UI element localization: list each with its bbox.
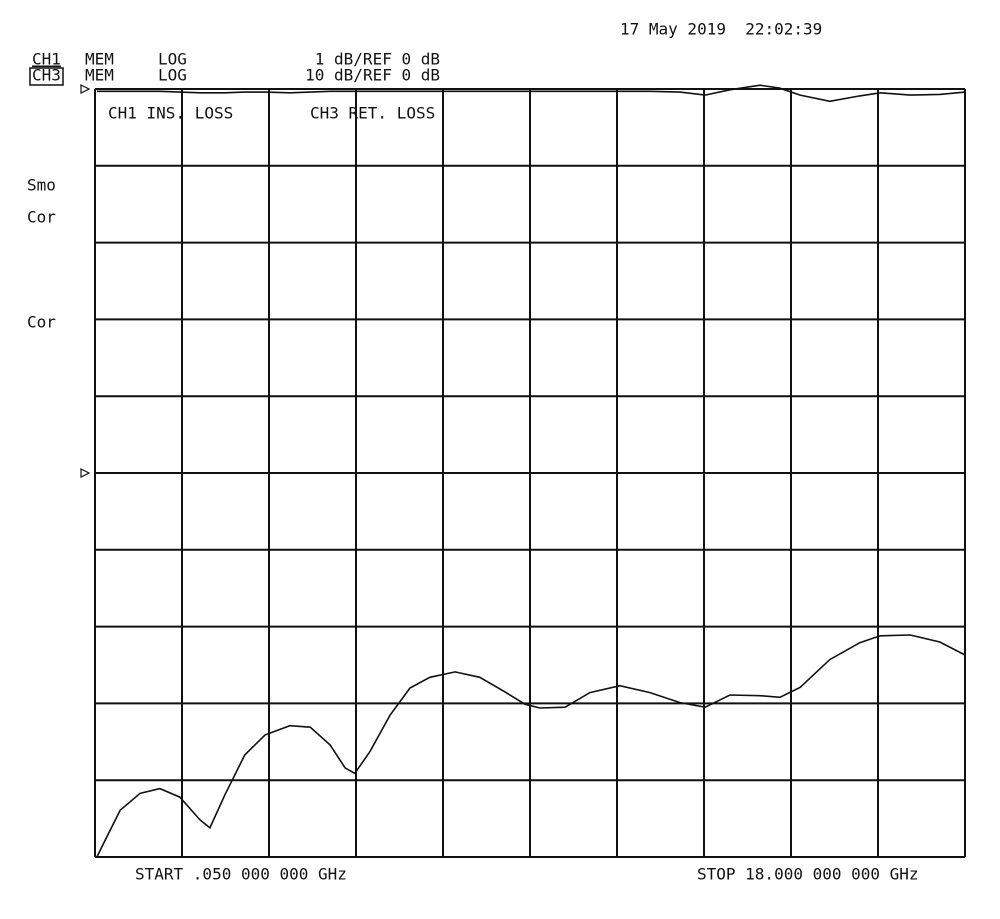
trace-label: CH1 INS. LOSS (108, 104, 233, 123)
channel-scale: 1 dB/REF 0 dB (315, 50, 440, 69)
channel-memory: MEM (85, 50, 114, 69)
start-frequency: START .050 000 000 GHz (135, 865, 347, 884)
channel-format: LOG (158, 50, 187, 69)
trace-label: CH3 RET. LOSS (310, 104, 435, 123)
channel-name: CH1 (32, 50, 61, 69)
channel-name: CH3 (32, 66, 61, 85)
reference-marker (80, 84, 91, 94)
trace (96, 634, 966, 858)
status-label: Cor (27, 208, 56, 227)
active-channel-box (29, 67, 64, 86)
channel-format: LOG (158, 66, 187, 85)
channel-scale: 10 dB/REF 0 dB (305, 66, 440, 85)
status-label: Cor (27, 313, 56, 332)
trace (96, 84, 966, 103)
status-label: Smo (27, 176, 56, 195)
stop-frequency: STOP 18.000 000 000 GHz (697, 865, 919, 884)
reference-marker (80, 468, 91, 478)
timestamp: 17 May 2019 22:02:39 (620, 20, 822, 39)
channel-memory: MEM (85, 66, 114, 85)
